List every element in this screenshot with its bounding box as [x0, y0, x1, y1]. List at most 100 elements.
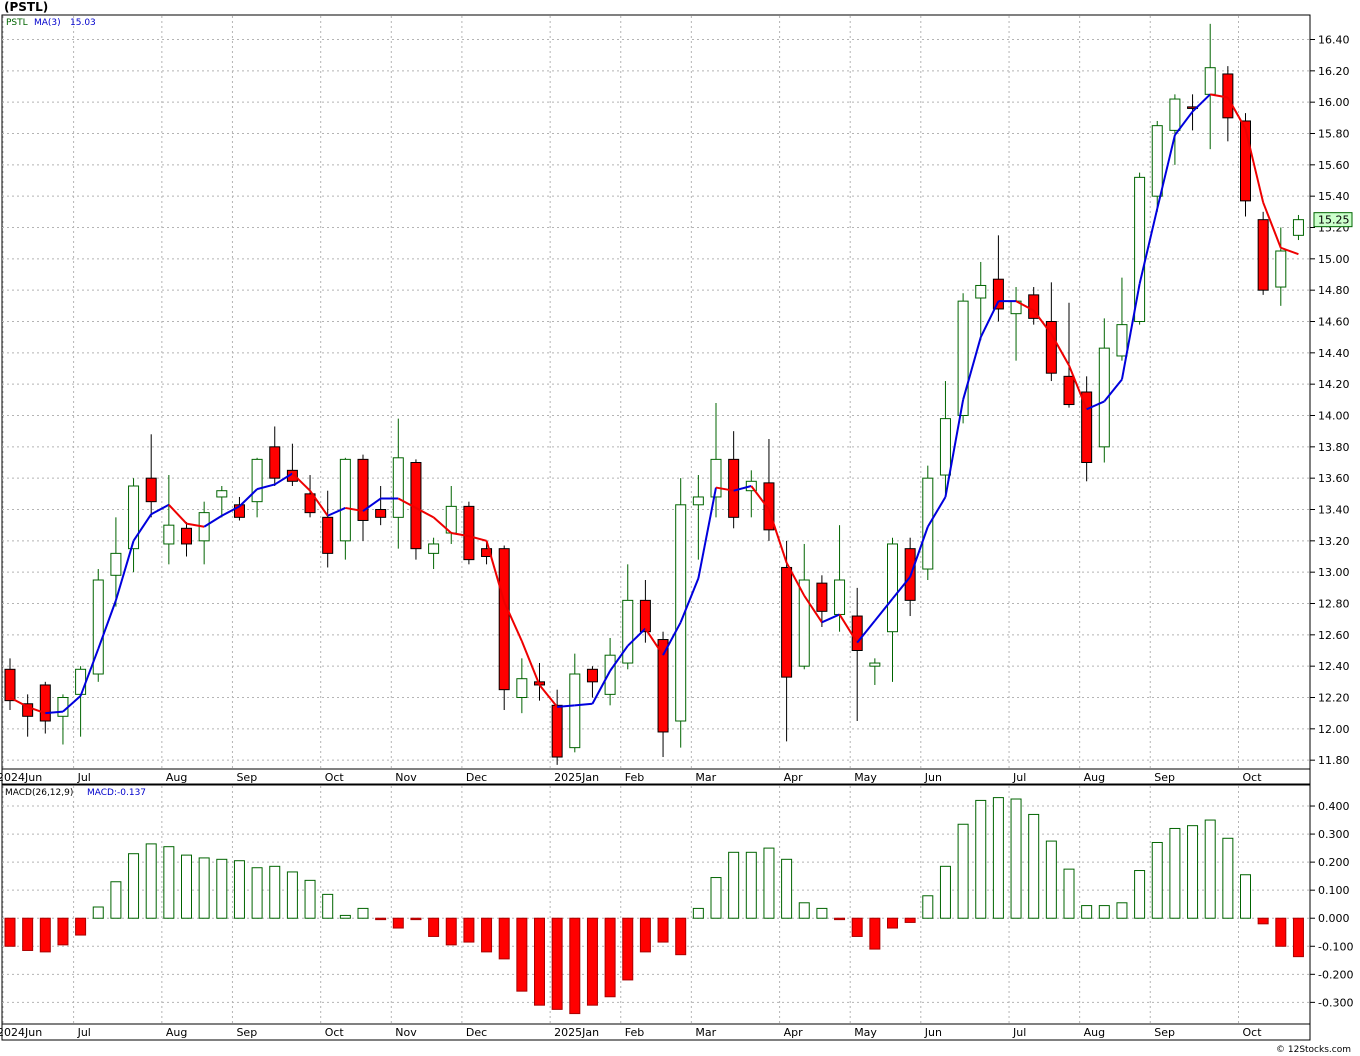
macd-bar-positive: [339, 914, 351, 919]
last-price-label: 15.25: [1318, 214, 1350, 227]
macd-bar-negative: [392, 917, 404, 929]
candle-body-up: [922, 477, 934, 570]
macd-bar-positive: [269, 865, 281, 919]
macd-bar-negative: [463, 917, 475, 943]
macd-y-tick-label: 0.200: [1318, 856, 1350, 869]
candle-body-down: [322, 516, 334, 554]
ma3-segment: [715, 486, 734, 492]
last-price-marker: 15.25: [1313, 212, 1353, 228]
macd-bar-positive: [798, 902, 810, 919]
price-y-tick-label: 14.20: [1318, 378, 1350, 391]
macd-bar-negative: [887, 917, 898, 929]
candle-body-down: [1081, 391, 1093, 463]
candle-body-down: [463, 505, 475, 561]
candle: [1045, 282, 1057, 382]
candle: [639, 580, 651, 643]
ma3-segment: [679, 578, 700, 623]
macd-bar-negative: [57, 917, 69, 946]
candle: [145, 434, 157, 518]
candle: [233, 496, 245, 521]
price-x-tick-label: Jun: [924, 771, 942, 784]
ma3-segment: [79, 648, 100, 697]
macd-bar-negative: [445, 917, 457, 946]
candle-body-up: [604, 654, 616, 695]
candle: [128, 478, 140, 573]
candle: [322, 490, 334, 568]
macd-bar-negative: [4, 917, 16, 947]
candle: [939, 381, 951, 494]
macd-y-tick-label: -0.100: [1318, 940, 1353, 953]
candle-body-down: [4, 668, 16, 702]
candle: [1063, 302, 1075, 408]
candle-body-up: [339, 458, 351, 542]
ma3-segment: [362, 497, 382, 512]
macd-bar-positive: [763, 847, 775, 919]
macd-x-tick-label: Aug: [166, 1026, 187, 1039]
candle: [1098, 318, 1110, 463]
candle: [375, 486, 387, 526]
candle-body-down: [1045, 321, 1057, 374]
ma3-segment: [309, 490, 329, 517]
price-y-tick-label: 11.80: [1318, 754, 1350, 767]
price-y-tick-label: 13.60: [1318, 472, 1350, 485]
macd-bar-negative: [22, 917, 34, 951]
ma3-line: [9, 93, 1299, 715]
ma3-segment: [803, 595, 823, 623]
candle: [357, 454, 369, 541]
macd-bar-positive: [816, 907, 828, 919]
candle-body-up: [1275, 250, 1287, 288]
macd-bar-negative: [534, 917, 545, 1006]
candle: [1257, 211, 1269, 295]
ma3-segment: [768, 509, 788, 564]
candle: [1028, 287, 1040, 325]
macd-bar-positive: [1116, 902, 1128, 919]
price-y-tick-label: 14.60: [1318, 316, 1350, 329]
macd-x-axis: 2024Jun Jul Aug Sep Oct Nov Dec 2025Jan Feb Mar Ap…: [0, 1026, 1262, 1039]
candle: [781, 540, 793, 742]
macd-bar-positive: [1098, 905, 1110, 919]
price-y-tick-label: 15.80: [1318, 128, 1350, 141]
macd-bar-positive: [251, 867, 263, 919]
last-price-box: [1313, 212, 1353, 228]
ma3-segment: [538, 684, 558, 708]
candle-body-up: [1134, 176, 1146, 322]
candle-body-up: [710, 458, 722, 498]
macd-bar-negative: [639, 917, 651, 953]
candlestick-series: [4, 23, 1304, 765]
macd-bar-negative: [586, 917, 598, 1006]
ma3-segment: [45, 710, 64, 715]
candle-body-up: [675, 504, 687, 722]
candle-body-up: [939, 418, 951, 476]
macd-legend-value: MACD:-0.137: [87, 788, 146, 798]
ma3-segment: [1280, 246, 1299, 256]
macd-bar-negative: [622, 917, 634, 981]
ma3-segment: [9, 696, 29, 708]
ma3-segment: [1191, 93, 1211, 113]
macd-panel: [1, 784, 1311, 1041]
macd-y-tick-label: 0.000: [1318, 912, 1350, 925]
candle: [869, 658, 881, 685]
candle-body-up: [834, 579, 846, 615]
ma3-segment: [821, 613, 840, 624]
ma3-segment: [1068, 364, 1088, 410]
macd-bar-negative: [1275, 917, 1287, 947]
ma3-segment: [1226, 96, 1247, 130]
macd-bar-negative: [657, 917, 669, 943]
macd-bar-positive: [128, 853, 140, 919]
candle-body-down: [1240, 120, 1251, 202]
candle-body-down: [728, 458, 740, 518]
legend-ma-value: 15.03: [70, 18, 96, 28]
price-y-tick-label: 15.00: [1318, 253, 1350, 266]
macd-y-tick-label: 0.300: [1318, 828, 1350, 841]
legend-symbol: PSTL: [6, 18, 28, 28]
macd-bar-positive: [233, 860, 245, 919]
candle: [163, 475, 175, 565]
candle: [110, 517, 122, 607]
candle-body-down: [1028, 294, 1040, 319]
candle-body-down: [992, 278, 1004, 310]
candle: [22, 694, 34, 737]
candle-body-down: [498, 548, 510, 691]
macd-x-tick-label: Oct: [1243, 1026, 1263, 1039]
candle-body-up: [428, 543, 440, 554]
candle: [1169, 94, 1181, 165]
